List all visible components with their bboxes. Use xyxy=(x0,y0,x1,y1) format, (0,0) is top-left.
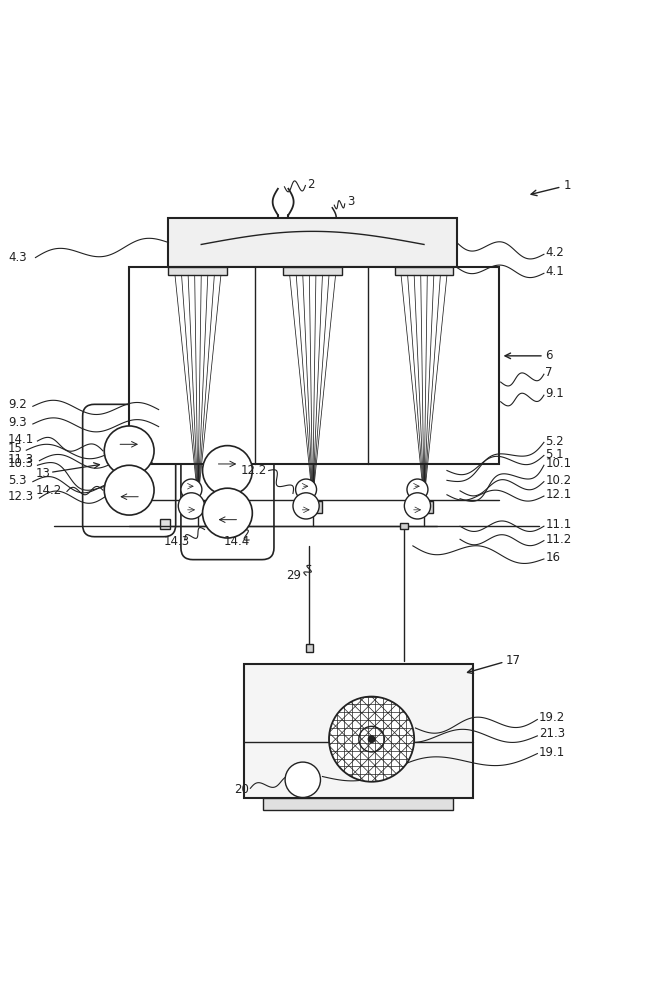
Text: 11.3: 11.3 xyxy=(8,453,34,466)
Circle shape xyxy=(285,762,320,797)
Text: 29: 29 xyxy=(286,569,301,582)
Text: 14.3: 14.3 xyxy=(164,535,190,548)
Bar xyxy=(415,501,433,513)
Text: 14.4: 14.4 xyxy=(224,535,251,548)
Text: 16: 16 xyxy=(545,551,560,564)
Text: 1: 1 xyxy=(563,179,571,192)
Text: 10.1: 10.1 xyxy=(545,457,571,470)
Text: 7: 7 xyxy=(545,366,553,379)
Circle shape xyxy=(293,493,319,519)
Text: 5.1: 5.1 xyxy=(545,448,564,461)
Circle shape xyxy=(295,479,316,500)
Text: 10.2: 10.2 xyxy=(545,474,571,487)
Text: 20: 20 xyxy=(234,783,249,796)
Text: 12.3: 12.3 xyxy=(8,490,34,503)
Bar xyxy=(160,519,170,529)
Bar xyxy=(168,267,228,275)
Bar xyxy=(244,664,473,798)
Circle shape xyxy=(178,493,205,519)
Bar xyxy=(395,267,453,275)
Text: 14.1: 14.1 xyxy=(8,433,34,446)
Circle shape xyxy=(405,493,430,519)
Text: 19.1: 19.1 xyxy=(539,746,565,759)
Text: 10.3: 10.3 xyxy=(8,457,34,470)
Bar xyxy=(283,267,342,275)
FancyBboxPatch shape xyxy=(181,424,274,560)
Text: 12.2: 12.2 xyxy=(241,464,266,477)
Bar xyxy=(303,501,322,513)
Text: 14.2: 14.2 xyxy=(36,484,62,497)
Bar xyxy=(129,267,499,464)
Text: 9.3: 9.3 xyxy=(8,416,26,429)
Bar xyxy=(306,644,313,652)
Text: 17: 17 xyxy=(506,654,521,667)
Text: 9.2: 9.2 xyxy=(8,398,27,411)
Text: 11.2: 11.2 xyxy=(545,533,572,546)
Text: 21.3: 21.3 xyxy=(539,727,565,740)
Bar xyxy=(401,523,408,529)
Circle shape xyxy=(203,446,252,495)
Text: 4.2: 4.2 xyxy=(545,246,564,259)
Text: 3: 3 xyxy=(347,195,354,208)
Circle shape xyxy=(407,479,428,500)
Text: 5.3: 5.3 xyxy=(8,474,26,487)
Text: 2: 2 xyxy=(307,178,315,191)
Text: 11.1: 11.1 xyxy=(545,518,572,531)
Text: 4.3: 4.3 xyxy=(8,251,26,264)
Bar xyxy=(263,798,453,810)
Circle shape xyxy=(329,697,414,782)
FancyBboxPatch shape xyxy=(83,404,176,537)
Circle shape xyxy=(359,726,384,752)
Text: 5.2: 5.2 xyxy=(545,435,564,448)
Circle shape xyxy=(104,465,154,515)
Text: 13: 13 xyxy=(36,467,50,480)
Text: 4.1: 4.1 xyxy=(545,265,564,278)
Text: 19.2: 19.2 xyxy=(539,711,565,724)
Bar xyxy=(168,218,457,267)
Bar xyxy=(189,501,207,513)
Text: 12.1: 12.1 xyxy=(545,488,572,501)
Text: 15: 15 xyxy=(8,442,23,455)
Text: 6: 6 xyxy=(545,349,553,362)
Circle shape xyxy=(104,426,154,476)
Circle shape xyxy=(203,488,252,538)
Circle shape xyxy=(368,736,375,743)
Circle shape xyxy=(181,479,202,500)
Text: 9.1: 9.1 xyxy=(545,387,564,400)
